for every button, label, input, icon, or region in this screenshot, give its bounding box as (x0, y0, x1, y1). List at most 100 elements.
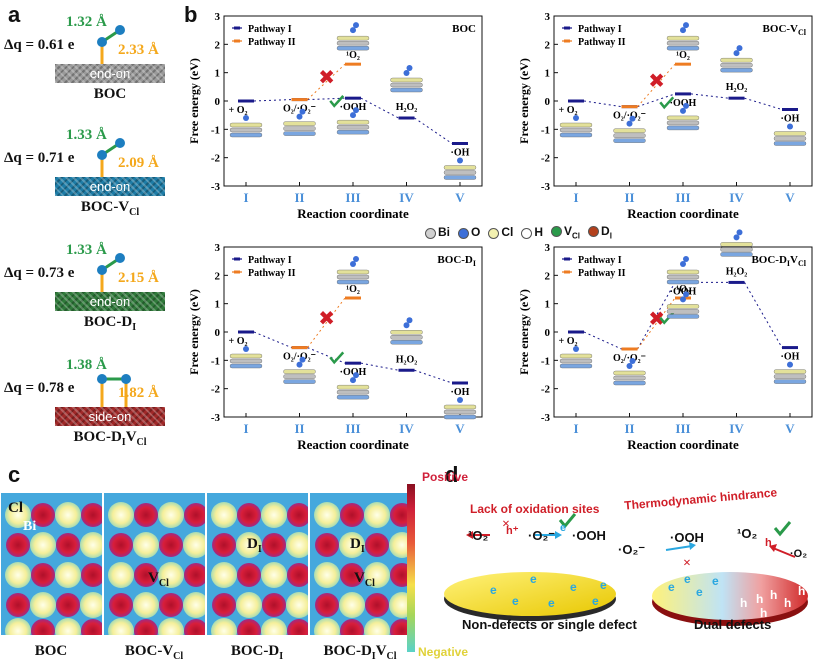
defect-label: DI (350, 536, 365, 555)
map-label: BOC-DI (230, 643, 284, 662)
cl-density-blob (133, 592, 159, 618)
structure-slab-icon (773, 123, 807, 146)
structure-slab-icon (443, 157, 477, 180)
x-tick-label: II (624, 421, 634, 436)
y-tick-label: 3 (215, 11, 221, 23)
cl-atom-label: Cl (8, 500, 23, 516)
singlet-o2-right: ¹O₂ (737, 526, 758, 541)
step-label: ·OH (451, 387, 470, 398)
legend-label: Pathway I (248, 24, 292, 35)
hole-right: h (765, 537, 772, 549)
cl-density-blob (211, 618, 237, 635)
o2-adsorption-icon (97, 138, 125, 181)
bi-density-blob (340, 503, 364, 527)
y-tick-label: 1 (215, 68, 221, 80)
structure-slab-icon (283, 356, 316, 384)
cl-density-blob (261, 618, 287, 635)
charge-transfer-label: Δq = 0.78 e (4, 380, 75, 396)
hole-symbol: h (798, 584, 806, 598)
o2-adsorption-icon (97, 25, 125, 68)
defect-label: VCl (148, 570, 169, 589)
step-label: + O₂ (229, 105, 248, 116)
cl-density-blob (211, 562, 237, 588)
forbidden-mark-icon: ✖ (318, 306, 335, 330)
x-axis-label: Reaction coordinate (627, 437, 739, 452)
structure-slab-icon (666, 291, 700, 319)
bi-density-blob (340, 563, 364, 587)
legend-label: Pathway I (248, 255, 292, 266)
structure-slab-icon (720, 229, 753, 257)
y-axis-label: Free energy (eV) (517, 289, 531, 375)
charge-density-map: VCl (104, 493, 205, 635)
cl-density-blob (183, 532, 205, 558)
cl-density-blob (158, 502, 184, 528)
cl-density-blob (314, 618, 340, 635)
bi-density-blob (184, 503, 205, 527)
x-axis-label: Reaction coordinate (297, 206, 409, 221)
cl-density-blob (158, 562, 184, 588)
bi-density-blob (390, 503, 411, 527)
cl-density-blob (108, 562, 134, 588)
bi-density-blob (184, 619, 205, 635)
right-disk (652, 572, 808, 620)
cl-density-blob (314, 502, 340, 528)
panel-label-a: a (8, 2, 21, 27)
y-tick-label: -3 (541, 181, 551, 193)
cl-density-blob (364, 618, 390, 635)
series-connector (637, 297, 676, 350)
step-label: ·OH (451, 148, 470, 159)
x-tick-label: III (345, 421, 360, 436)
y-tick-label: -2 (541, 384, 551, 396)
x-tick-label: II (294, 421, 304, 436)
electron-symbol: e (530, 572, 537, 586)
allowed-check-icon (329, 95, 345, 108)
chart-title: BOC-VCl (763, 23, 807, 37)
series-connector (253, 99, 292, 102)
y-tick-label: 2 (545, 270, 551, 282)
cl-density-blob (339, 592, 365, 618)
electron-left: e (560, 522, 567, 534)
structure-slab-icon (443, 397, 477, 420)
structure-slab-icon (559, 115, 593, 138)
superoxide-right: ·O₂⁻ (618, 542, 646, 557)
atom-legend-item: Cl (488, 225, 513, 239)
bi-density-blob (212, 593, 236, 617)
series-connector (414, 117, 453, 144)
x-tick-label: V (455, 190, 465, 205)
series-connector (637, 93, 676, 108)
cl-density-blob (286, 592, 308, 618)
y-axis-label: Free energy (eV) (187, 289, 201, 375)
x-tick-label: II (624, 190, 634, 205)
atom-legend-item: Bi (425, 225, 450, 239)
charge-density-map: DI (207, 493, 308, 635)
chart-title: BOC-DI (437, 254, 476, 268)
sample-name: BOC-DI (83, 314, 137, 333)
atom-legend-item: O (458, 225, 480, 239)
adsorption-mode-bar: end-on (55, 177, 165, 196)
bi-density-blob (287, 503, 308, 527)
bi-o-bond-length: 2.09 Å (118, 155, 159, 171)
cl-density-blob (30, 592, 56, 618)
map-label: BOC-DIVCl (323, 643, 397, 662)
cl-density-blob (5, 562, 31, 588)
panel-label-c: c (8, 462, 21, 487)
atom-legend-item: H (521, 225, 543, 239)
x-tick-label: V (785, 421, 795, 436)
x-tick-label: III (675, 190, 690, 205)
structure-slab-icon (283, 108, 316, 136)
electron-symbol: e (696, 585, 703, 599)
series-connector (360, 97, 399, 119)
structure-slab-icon (613, 358, 646, 386)
forbidden-mark-icon: ✖ (648, 68, 665, 92)
allowed-check-icon (329, 351, 345, 365)
step-label: H₂O₂ (726, 266, 748, 277)
y-tick-label: 0 (545, 327, 551, 339)
adsorption-mode-bar: side-on (55, 407, 165, 426)
step-label: O₂/·O₂⁻ (283, 352, 316, 363)
legend-label: Pathway II (578, 37, 626, 48)
legend-label: Pathway II (578, 268, 626, 279)
cl-density-blob (55, 502, 81, 528)
structure-slab-icon (613, 115, 646, 143)
cl-density-blob (364, 502, 390, 528)
cl-density-blob (261, 562, 287, 588)
